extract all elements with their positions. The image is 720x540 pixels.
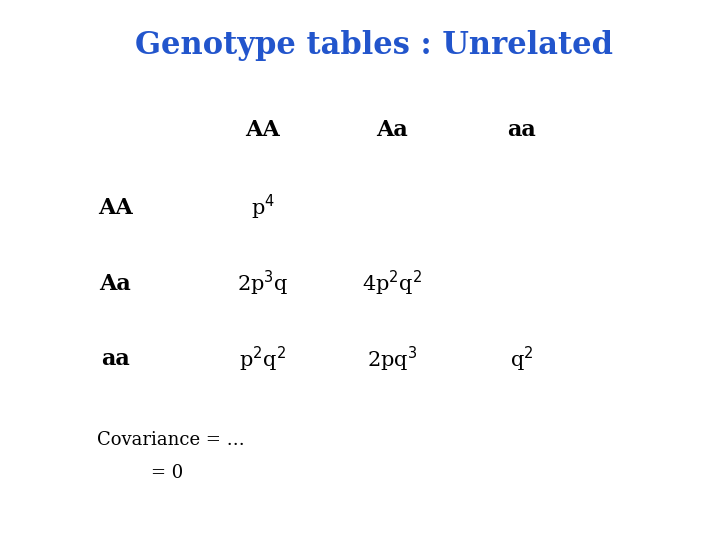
Text: = 0: = 0 bbox=[151, 463, 184, 482]
Text: AA: AA bbox=[98, 197, 132, 219]
Text: Aa: Aa bbox=[377, 119, 408, 140]
Text: $\mathdefault{2pq}^3$: $\mathdefault{2pq}^3$ bbox=[367, 345, 418, 374]
Text: $\mathdefault{4p}^2\mathdefault{q}^2$: $\mathdefault{4p}^2\mathdefault{q}^2$ bbox=[362, 269, 423, 298]
Text: $\mathdefault{p}^4$: $\mathdefault{p}^4$ bbox=[251, 193, 275, 222]
Text: $\mathdefault{q}^2$: $\mathdefault{q}^2$ bbox=[510, 345, 534, 374]
Text: $\mathdefault{p}^2\mathdefault{q}^2$: $\mathdefault{p}^2\mathdefault{q}^2$ bbox=[239, 345, 287, 374]
Text: $\mathdefault{2p}^3\mathdefault{q}$: $\mathdefault{2p}^3\mathdefault{q}$ bbox=[237, 269, 289, 298]
Text: aa: aa bbox=[508, 119, 536, 140]
Text: Genotype tables : Unrelated: Genotype tables : Unrelated bbox=[135, 30, 613, 62]
Text: aa: aa bbox=[101, 348, 130, 370]
Text: Aa: Aa bbox=[99, 273, 131, 294]
Text: AA: AA bbox=[246, 119, 280, 140]
Text: Covariance = …: Covariance = … bbox=[97, 431, 245, 449]
